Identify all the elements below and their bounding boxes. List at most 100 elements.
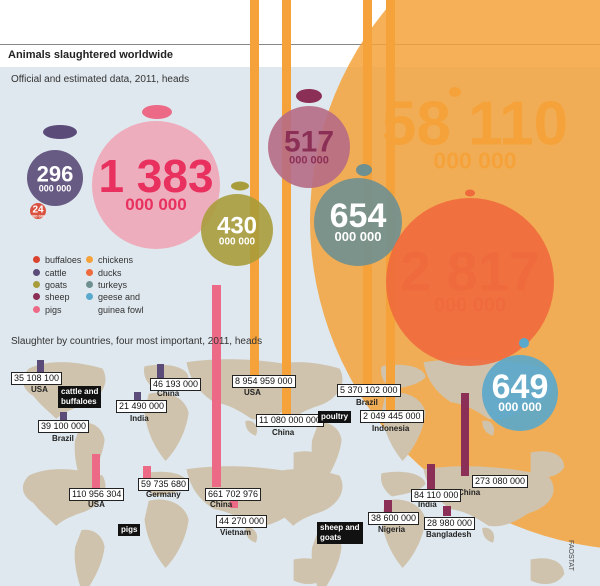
value-box-pigs-vietnam: 44 270 000 — [216, 515, 268, 528]
page-title: Animals slaughtered worldwide — [8, 49, 174, 61]
map-landmass — [482, 420, 495, 436]
value-box-sheep-china: 273 080 000 — [472, 475, 529, 488]
legend-label: ducks — [98, 268, 122, 278]
country-label-sheep-nigeria: Nigeria — [378, 525, 406, 534]
bubble-turkeys — [314, 178, 402, 266]
bar-cattle-china — [157, 364, 164, 380]
legend-item-turkeys: turkeys — [86, 280, 127, 290]
bar-poultry-usa — [250, 0, 259, 382]
map-landmass — [530, 558, 565, 585]
bubble-unit-buffaloes: 000 000 — [31, 214, 46, 219]
map-landmass — [259, 469, 343, 526]
country-label-pigs-usa: USA — [88, 500, 105, 509]
map-landmass — [482, 527, 495, 543]
country-label-pigs-china: China — [210, 500, 233, 509]
country-label-cattle-india: India — [130, 414, 149, 423]
value-box-cattle-china: 46 193 000 — [150, 378, 202, 391]
sheep-icon — [296, 89, 322, 103]
country-label-poultry-indonesia: Indonesia — [372, 424, 410, 433]
value-box-poultry-indonesia: 2 049 445 000 — [360, 410, 424, 423]
country-label-sheep-china: China — [458, 488, 481, 497]
bar-sheep-bangladesh — [443, 506, 451, 516]
legend-label: goats — [45, 280, 68, 290]
bar-cattle-usa — [37, 360, 44, 372]
legend-item-pigs: pigs — [33, 305, 62, 315]
legend-swatch — [33, 256, 40, 264]
value-box-poultry-brazil: 5 370 102 000 — [337, 384, 401, 397]
legend-label: chickens — [98, 255, 134, 265]
map-landmass — [22, 469, 106, 526]
bar-pigs-vietnam — [230, 496, 238, 508]
country-label-poultry-usa: USA — [244, 388, 261, 397]
value-box-sheep-india: 84 110 000 — [411, 489, 462, 502]
value-box-poultry-usa: 8 954 959 000 — [232, 375, 296, 388]
legend-item-goats: goats — [33, 280, 67, 290]
country-subtitle: Slaughter by countries, four most import… — [11, 336, 263, 347]
legend-label: geese and — [98, 292, 141, 302]
value-box-poultry-china: 11 080 000 000 — [256, 414, 324, 427]
legend-swatch — [86, 269, 93, 277]
legend-label: cattle — [45, 268, 67, 278]
bar-cattle-india — [134, 392, 141, 401]
map-landmass — [74, 529, 105, 586]
bubble-value-chickens: 58 110 — [382, 89, 568, 158]
value-box-cattle-india: 21 490 000 — [116, 400, 168, 413]
legend-item-ducks: ducks — [86, 268, 122, 278]
map-landmass — [245, 420, 258, 436]
top-rule — [0, 44, 600, 45]
goose-icon — [519, 338, 529, 348]
legend-label: turkeys — [98, 280, 128, 290]
bar-pigs-china — [212, 285, 221, 487]
bubble-goats — [201, 194, 273, 266]
goat-icon — [231, 181, 249, 191]
map-landmass — [144, 499, 189, 568]
country-label-pigs-germany: Germany — [146, 490, 181, 499]
bubble-value-geese: 649 — [492, 368, 549, 406]
country-label-cattle-brazil: Brazil — [52, 434, 74, 443]
country-label-cattle-china: China — [157, 389, 180, 398]
legend-item-geese2: guinea fowl — [98, 305, 144, 315]
bubble-unit-chickens: 000 000 — [433, 147, 516, 173]
legend-item-chickens: chickens — [86, 255, 133, 265]
bubble-unit-turkeys: 000 000 — [335, 229, 382, 244]
legend-swatch — [33, 293, 40, 301]
map-landmass — [245, 527, 258, 543]
bubble-value-buffaloes: 24 — [32, 205, 44, 216]
bubble-buffaloes — [30, 203, 46, 219]
bubble-unit-goats: 000 000 — [219, 237, 256, 248]
country-label-cattle-usa: USA — [31, 385, 48, 394]
value-box-sheep-bangladesh: 28 980 000 — [424, 517, 476, 530]
bar-sheep-india — [427, 464, 435, 490]
legend-swatch — [33, 269, 40, 277]
bubble-sheep — [268, 106, 350, 188]
value-box-cattle-brazil: 39 100 000 — [38, 420, 90, 433]
legend-label: pigs — [45, 305, 62, 315]
turkey-icon — [356, 164, 372, 176]
country-label-sheep-india: India — [418, 500, 437, 509]
group-label-cattle: cattle and buffaloes — [58, 386, 102, 408]
source-note: FAOSTAT — [567, 540, 574, 571]
value-box-pigs-germany: 59 735 680 — [138, 478, 190, 491]
value-box-cattle-usa: 35 108 100 — [11, 372, 63, 385]
value-box-pigs-usa: 110 956 304 — [69, 488, 125, 501]
bar-pigs-usa — [92, 454, 100, 490]
bubble-unit-pigs: 000 000 — [125, 195, 186, 214]
country-label-poultry-brazil: Brazil — [356, 398, 378, 407]
chart-subtitle: Official and estimated data, 2011, heads — [11, 74, 190, 85]
country-label-poultry-china: China — [272, 428, 295, 437]
bubble-geese — [482, 355, 558, 431]
bubble-unit-sheep: 000 000 — [289, 155, 329, 167]
bubble-ducks — [386, 198, 554, 366]
bubble-unit-geese: 000 000 — [498, 400, 542, 414]
bubble-unit-cattle: 000 000 — [39, 183, 72, 193]
value-box-sheep-nigeria: 38 600 000 — [368, 512, 420, 525]
cattle-icon — [43, 125, 77, 139]
legend-swatch — [33, 281, 40, 289]
group-label-pigs: pigs — [118, 524, 141, 536]
legend-label: sheep — [45, 292, 70, 302]
bubble-value-sheep: 517 — [284, 126, 334, 159]
bubble-value-turkeys: 654 — [330, 197, 387, 235]
bubble-value-cattle: 296 — [37, 161, 74, 186]
map-landmass — [530, 451, 565, 478]
